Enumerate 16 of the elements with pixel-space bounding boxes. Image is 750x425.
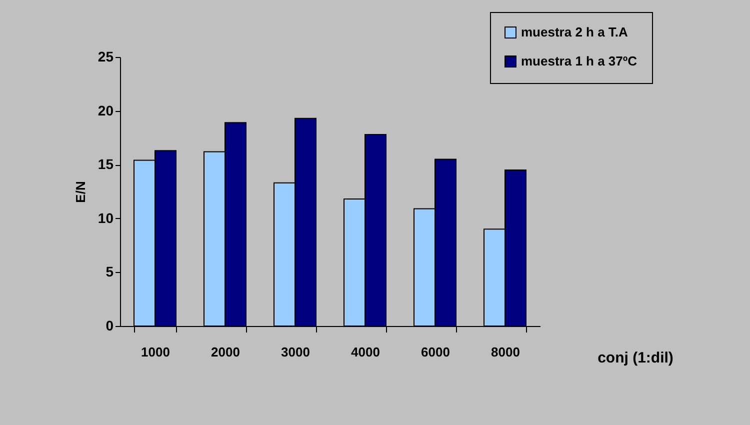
y-tick-label: 15 (98, 156, 114, 172)
x-tick-label: 3000 (281, 344, 310, 360)
legend-label: muestra 2 h a T.A (521, 24, 629, 40)
y-axis-title: E/N (72, 181, 88, 203)
x-axis-title: conj (1:dil) (598, 350, 674, 366)
legend-label: muestra 1 h a 37ºC (521, 54, 638, 68)
y-tick-label: 25 (98, 48, 114, 64)
y-tick-label: 5 (106, 264, 114, 280)
x-tick-label: 2000 (211, 344, 240, 360)
x-tick-label: 4000 (351, 344, 380, 360)
x-tick-label: 8000 (491, 344, 520, 360)
y-tick-label: 0 (106, 318, 114, 334)
x-tick-label: 1000 (141, 344, 170, 360)
y-tick-label: 10 (98, 210, 114, 226)
x-tick-label: 6000 (421, 344, 450, 360)
y-tick-label: 20 (98, 102, 114, 118)
